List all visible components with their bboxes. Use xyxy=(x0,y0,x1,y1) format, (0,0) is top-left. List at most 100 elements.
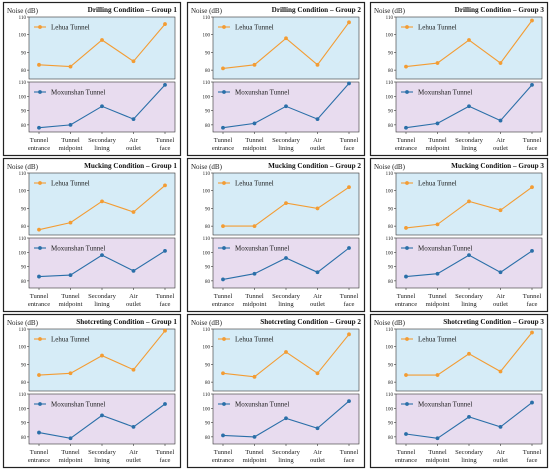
x-tick-label: outlet xyxy=(310,301,325,308)
moxunshan-point xyxy=(131,117,136,122)
y-tick-label: 100 xyxy=(203,251,211,256)
moxunshan-point xyxy=(530,400,534,405)
x-tick-label: Air xyxy=(313,449,323,456)
chart-panel: Noise (dB) Mucking Condition – Group 3 80 9… xyxy=(369,157,549,313)
y-tick-label: 80 xyxy=(205,280,211,285)
y-tick-label: 110 xyxy=(203,237,211,242)
x-tick-label: entrance xyxy=(28,457,50,464)
x-tick-label: Tunnel xyxy=(523,449,542,456)
lehua-point xyxy=(467,199,471,204)
moxunshan-point xyxy=(435,436,440,441)
x-tick-label: Tunnel xyxy=(245,293,264,300)
x-tick-label: Tunnel xyxy=(523,137,542,144)
lehua-point xyxy=(404,64,408,69)
plot-area xyxy=(28,237,176,289)
y-tick-label: 110 xyxy=(203,16,211,21)
chart-panel: Noise (dB) Mucking Condition – Group 1 80 9… xyxy=(2,157,182,313)
moxunshan-point xyxy=(467,104,471,109)
plot-area xyxy=(212,237,360,289)
x-tick-label: Tunnel xyxy=(156,137,175,144)
lehua-point xyxy=(284,350,288,354)
y-axis-label: Noise (dB) xyxy=(191,319,223,327)
x-tick-label: face xyxy=(344,301,355,308)
chart-title: Shotcreting Condition – Group 3 xyxy=(443,318,544,326)
y-tick-label: 100 xyxy=(203,346,211,351)
x-tick-label: lining xyxy=(94,145,110,152)
legend-moxunshan: Moxunshan Tunnel xyxy=(235,89,289,97)
y-tick-label: 100 xyxy=(386,190,394,195)
x-tick-label: Secondary xyxy=(455,137,484,144)
y-tick-label: 110 xyxy=(386,393,394,398)
y-tick-label: 100 xyxy=(386,34,394,39)
y-tick-label: 80 xyxy=(388,225,394,230)
chart-title: Mucking Condition – Group 1 xyxy=(84,162,177,170)
x-tick-label: face xyxy=(344,457,355,464)
moxunshan-point xyxy=(163,82,167,87)
legend-moxunshan: Moxunshan Tunnel xyxy=(235,401,289,409)
chart-title: Shotcreting Condition – Group 1 xyxy=(76,318,177,326)
x-tick-label: outlet xyxy=(493,145,508,152)
plot-area xyxy=(28,16,176,80)
legend-moxunshan: Moxunshan Tunnel xyxy=(51,245,105,253)
y-tick-label: 90 xyxy=(388,422,394,427)
moxunshan-point xyxy=(68,122,73,127)
x-tick-label: outlet xyxy=(310,457,325,464)
x-tick-label: lining xyxy=(94,301,110,308)
lehua-point xyxy=(467,38,471,42)
x-tick-label: lining xyxy=(278,145,294,152)
y-tick-label: 90 xyxy=(388,363,394,368)
legend-swatch-marker xyxy=(405,181,409,185)
x-tick-label: Tunnel xyxy=(214,293,233,300)
x-tick-label: Air xyxy=(496,293,506,300)
chart-title: Mucking Condition – Group 2 xyxy=(268,162,361,170)
y-tick-label: 110 xyxy=(203,81,211,86)
moxunshan-point xyxy=(315,117,320,122)
x-tick-label: entrance xyxy=(395,301,417,308)
moxunshan-point xyxy=(37,125,41,130)
x-tick-label: Tunnel xyxy=(397,449,416,456)
x-tick-label: Tunnel xyxy=(61,293,80,300)
lehua-point xyxy=(100,199,104,204)
x-tick-label: midpoint xyxy=(426,301,450,308)
x-tick-label: face xyxy=(160,301,171,308)
y-tick-label: 110 xyxy=(19,16,27,21)
y-tick-label: 110 xyxy=(203,393,211,398)
lehua-point xyxy=(284,36,288,41)
lehua-point xyxy=(530,185,534,190)
y-tick-label: 110 xyxy=(19,172,27,177)
y-tick-label: 90 xyxy=(21,266,27,271)
y-tick-label: 110 xyxy=(19,81,27,86)
y-tick-label: 100 xyxy=(19,34,27,39)
chart-title: Drilling Condition – Group 3 xyxy=(455,6,545,14)
x-tick-label: Tunnel xyxy=(340,449,359,456)
x-tick-label: midpoint xyxy=(59,457,83,464)
y-tick-label: 100 xyxy=(19,346,27,351)
moxunshan-point xyxy=(284,416,288,421)
x-tick-label: outlet xyxy=(126,457,141,464)
y-tick-label: 80 xyxy=(388,436,394,441)
y-tick-label: 80 xyxy=(21,436,27,441)
y-tick-label: 110 xyxy=(386,237,394,242)
lehua-point xyxy=(404,226,408,230)
x-tick-label: Air xyxy=(129,449,139,456)
legend-swatch-marker xyxy=(38,181,42,185)
chart-title: Shotcreting Condition – Group 2 xyxy=(260,318,361,326)
legend-swatch-marker xyxy=(222,402,226,406)
lehua-point xyxy=(404,373,408,377)
y-tick-label: 80 xyxy=(388,381,394,386)
y-axis-label: Noise (dB) xyxy=(7,319,39,327)
y-tick-label: 110 xyxy=(19,237,27,242)
y-tick-label: 80 xyxy=(388,124,394,129)
x-tick-label: lining xyxy=(94,457,110,464)
x-tick-label: Air xyxy=(496,449,506,456)
lehua-point xyxy=(530,330,534,335)
moxunshan-point xyxy=(163,402,167,406)
y-tick-label: 90 xyxy=(388,207,394,212)
moxunshan-point xyxy=(435,121,440,126)
x-tick-label: face xyxy=(527,457,538,464)
lehua-point xyxy=(131,367,136,372)
moxunshan-point xyxy=(404,274,408,279)
x-tick-label: entrance xyxy=(395,145,417,152)
lehua-point xyxy=(435,222,440,227)
y-tick-label: 90 xyxy=(21,422,27,427)
